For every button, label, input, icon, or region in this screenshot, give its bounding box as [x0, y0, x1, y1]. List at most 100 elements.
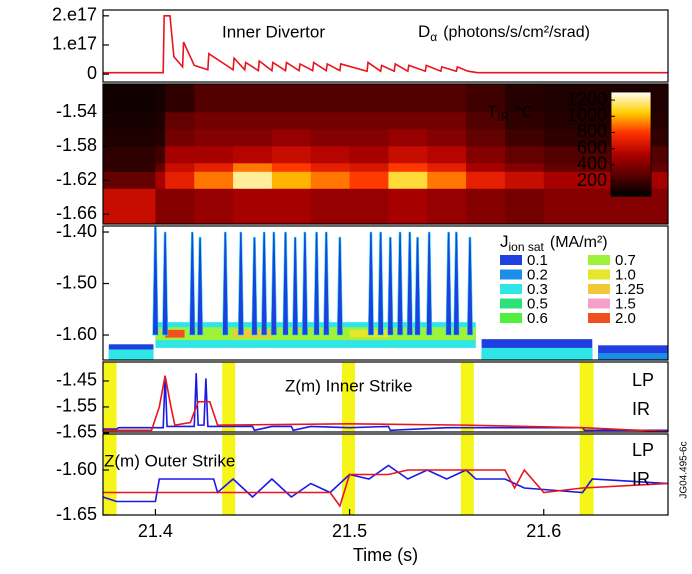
heatmap-cell [427, 84, 467, 113]
heatmap-cell [194, 171, 234, 190]
colorbar-segment [611, 188, 651, 191]
heatmap-cell [427, 188, 467, 224]
highlight-band [103, 434, 117, 515]
colorbar-label: 800 [577, 121, 607, 141]
series-line [103, 373, 668, 432]
quantity-label: TIR °C [487, 102, 533, 124]
contour-spike [301, 231, 309, 336]
heatmap-cell [543, 146, 603, 164]
contour-spike [292, 236, 299, 336]
highlight-band [222, 434, 236, 515]
colorbar-segment [611, 142, 651, 145]
heatmap-cell [310, 188, 351, 224]
figure-id: JG04.495-6c [679, 441, 690, 498]
colorbar-label: 600 [577, 137, 607, 157]
quantity-label: Jion sat (MA/m²) [500, 232, 608, 254]
colorbar-segment [611, 180, 651, 183]
colorbar-segment [611, 194, 651, 197]
colorbar-segment [611, 176, 651, 179]
heatmap-cell [427, 112, 467, 130]
legend-label: 0.7 [615, 252, 636, 269]
colorbar-segment [611, 108, 651, 111]
colorbar-segment [611, 174, 651, 177]
y-tick-label: -1.66 [56, 203, 97, 223]
legend-swatch [588, 313, 610, 323]
colorbar-segment [611, 98, 651, 101]
colorbar-segment [611, 124, 651, 127]
heatmap-cell [155, 188, 166, 224]
label-part: α [430, 30, 437, 44]
heatmap-cell [427, 129, 467, 147]
legend-label: 0.2 [527, 266, 548, 283]
colorbar-segment [611, 150, 651, 153]
heatmap-cell [349, 163, 389, 173]
series-line [103, 15, 668, 74]
heatmap-cell [194, 112, 234, 130]
colorbar-segment [611, 144, 651, 147]
contour-spike [367, 231, 375, 336]
heatmap-cell [504, 84, 545, 113]
legend-label: 1.25 [615, 281, 644, 298]
heatmap-cell [388, 188, 428, 224]
plot-area [103, 15, 668, 74]
heatmap-cell [155, 84, 166, 113]
legend-label: IR [632, 399, 650, 419]
y-tick-label: -1.58 [56, 135, 97, 155]
contour-spike [387, 236, 394, 336]
legend-label: 0.3 [527, 281, 548, 298]
heatmap-cell [504, 129, 545, 147]
heatmap-cell [388, 163, 428, 173]
heatmap-cell [466, 146, 506, 164]
heatmap-cell [271, 163, 312, 173]
colorbar-segment [611, 92, 651, 95]
colorbar-segment [611, 154, 651, 157]
heatmap-cell [194, 129, 234, 147]
colorbar-segment [611, 120, 651, 123]
heatmap-cell [103, 84, 156, 113]
heatmap-cell [349, 112, 389, 130]
heatmap-cell [155, 112, 166, 130]
colorbar-label: 1200 [567, 89, 607, 109]
heatmap-cell [427, 146, 467, 164]
legend-swatch [500, 298, 522, 309]
y-tick-label: 0 [87, 63, 97, 83]
heatmap-cell [155, 171, 166, 190]
contour-spike [377, 231, 384, 336]
heatmap-cell [504, 146, 545, 164]
colorbar-segment [611, 166, 651, 169]
legend-swatch [588, 269, 610, 280]
heatmap-cell [103, 146, 156, 164]
heatmap-cell [349, 84, 389, 113]
panel-frame [102, 225, 669, 361]
series-line [103, 375, 668, 432]
colorbar-frame [610, 91, 652, 197]
y-tick-label: -1.60 [56, 459, 97, 479]
legend-label: 0.5 [527, 295, 548, 312]
colorbar-segment [611, 110, 651, 113]
panel-frame [102, 433, 669, 516]
heatmap-cell [504, 112, 545, 130]
legend-swatch [500, 313, 522, 323]
heatmap-cell [310, 112, 351, 130]
highlight-band [579, 362, 594, 432]
label-part: IR [497, 110, 509, 124]
heatmap-cell [543, 188, 603, 224]
heatmap-cell [349, 146, 389, 164]
heatmap-cell [543, 163, 603, 173]
heatmap-cell [155, 163, 166, 173]
colorbar-segment [611, 138, 651, 141]
x-axis-label: Time (s) [353, 545, 418, 565]
legend-swatch [588, 284, 610, 294]
heatmap-cell [165, 188, 195, 224]
colorbar-segment [611, 160, 651, 163]
highlight-band [342, 362, 356, 432]
y-tick-label: -1.65 [56, 504, 97, 524]
heatmap-cell [310, 163, 351, 173]
y-tick-label: -1.45 [56, 370, 97, 390]
legend-label: 1.0 [615, 266, 636, 283]
colorbar-segment [611, 178, 651, 181]
plot-area [108, 226, 668, 360]
heatmap-cell [388, 129, 428, 147]
heatmap-cell [165, 84, 195, 113]
panel-frame [102, 361, 669, 433]
